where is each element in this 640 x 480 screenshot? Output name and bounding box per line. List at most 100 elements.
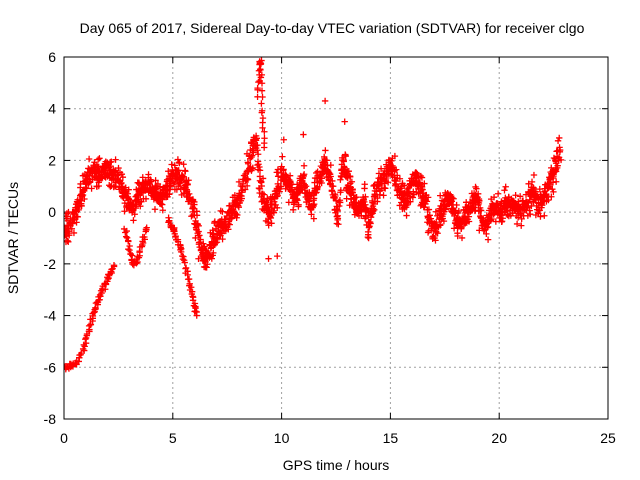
data-point [96, 155, 103, 162]
data-point [260, 144, 268, 151]
y-tick-label: 0 [48, 204, 56, 220]
data-point [226, 202, 234, 209]
data-point [139, 174, 146, 181]
data-point [424, 194, 432, 201]
data-point [121, 208, 128, 215]
data-point [346, 173, 354, 181]
data-point [64, 237, 71, 245]
data-point [289, 206, 297, 214]
data-point [110, 263, 118, 270]
data-point [336, 202, 343, 210]
data-point [185, 177, 192, 184]
data-point [92, 305, 99, 313]
data-point [450, 195, 457, 202]
data-point [255, 78, 262, 86]
data-point [321, 97, 329, 105]
data-point [458, 225, 465, 232]
data-point [554, 162, 561, 169]
data-point [138, 189, 145, 197]
y-tick-label: -4 [44, 308, 57, 324]
data-point [185, 275, 193, 283]
ticks [63, 56, 609, 420]
data-point [369, 202, 377, 210]
data-point [81, 195, 88, 203]
y-tick-label: -6 [44, 359, 57, 375]
data-point [241, 186, 249, 193]
y-tick-label: 2 [48, 152, 56, 168]
data-point [480, 227, 487, 234]
data-point [265, 255, 272, 262]
x-tick-label: 25 [600, 430, 616, 446]
data-point [365, 234, 372, 242]
data-point [308, 211, 315, 218]
data-point [331, 194, 339, 202]
data-point [557, 156, 565, 164]
data-point [334, 212, 341, 219]
data-point [312, 189, 320, 197]
data-point [295, 201, 302, 209]
data-point [541, 212, 548, 219]
data-point [436, 221, 444, 228]
data-point [125, 245, 132, 253]
data-point [248, 165, 256, 173]
data-point [235, 178, 243, 186]
data-point [301, 181, 308, 188]
data-point [306, 192, 314, 199]
data-point [328, 187, 336, 195]
data-point [189, 197, 197, 204]
data-point [280, 136, 287, 143]
data-point [293, 195, 300, 203]
data-point [375, 170, 383, 177]
data-point [487, 217, 495, 224]
data-point [524, 204, 531, 211]
data-point [259, 124, 266, 132]
data-point [286, 172, 294, 179]
data-point [361, 215, 369, 222]
data-point [179, 174, 186, 182]
data-point [181, 167, 189, 174]
data-point [512, 199, 519, 207]
data-point [529, 184, 537, 191]
data-point [243, 182, 251, 190]
data-point [196, 238, 204, 246]
data-point [254, 147, 261, 154]
data-point [432, 237, 439, 244]
data-point [407, 198, 414, 205]
data-point [257, 74, 265, 81]
data-point [259, 175, 267, 182]
data-point [342, 152, 349, 159]
data-point [393, 166, 400, 173]
data-point [404, 185, 411, 193]
data-point [272, 201, 279, 209]
data-point [261, 128, 268, 135]
data-point [193, 208, 200, 215]
data-point [210, 230, 217, 237]
data-point [391, 152, 399, 160]
data-point [196, 232, 203, 239]
data-point [244, 175, 251, 182]
data-point [314, 183, 321, 190]
data-point [254, 151, 262, 158]
data-point [184, 181, 191, 188]
data-point [549, 185, 556, 193]
data-point [556, 146, 564, 154]
data-point [548, 193, 555, 200]
data-point [195, 255, 202, 262]
data-point [537, 213, 544, 220]
data-point [402, 203, 410, 211]
data-point [227, 215, 235, 222]
data-point [68, 362, 76, 369]
data-point [94, 156, 102, 163]
data-point [530, 184, 537, 192]
data-point [257, 179, 265, 186]
data-point [131, 211, 138, 218]
data-point [248, 153, 255, 161]
data-point [414, 170, 421, 178]
data-point [541, 187, 549, 195]
data-point [384, 179, 392, 186]
data-point [159, 201, 166, 208]
data-point [309, 204, 316, 211]
data-point [213, 235, 221, 242]
data-point [217, 207, 224, 215]
data-point [484, 236, 492, 243]
